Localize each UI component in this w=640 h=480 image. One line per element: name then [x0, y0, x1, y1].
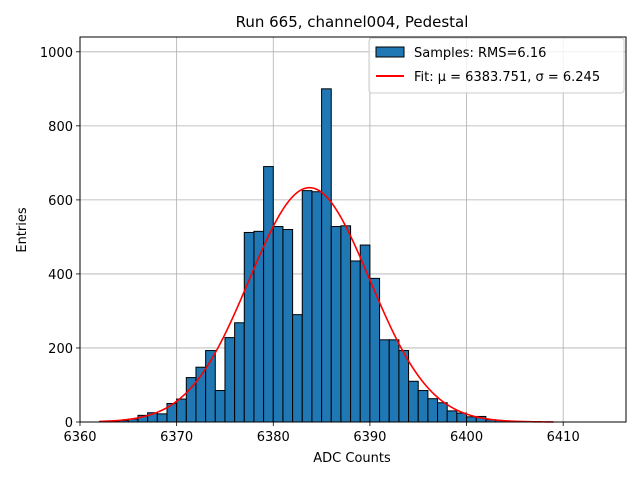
- y-tick-label: 400: [48, 268, 73, 283]
- legend-fit-label: Fit: μ = 6383.751, σ = 6.245: [414, 70, 600, 85]
- histogram-bar: [292, 314, 303, 423]
- legend-histogram-swatch: [375, 46, 405, 58]
- x-tick-label: 6380: [257, 430, 290, 445]
- histogram-bar: [427, 398, 439, 423]
- plot-frame: [79, 36, 627, 423]
- histogram-bar: [398, 350, 410, 423]
- y-tick-label: 0: [65, 416, 73, 431]
- fit-curve-layer: [99, 186, 554, 423]
- x-axis-label: ADC Counts: [313, 451, 391, 466]
- legend: Samples: RMS=6.16 Fit: μ = 6383.751, σ =…: [368, 37, 625, 94]
- histogram-bar: [243, 231, 255, 423]
- chart-title: Run 665, channel004, Pedestal: [236, 13, 469, 31]
- histogram-bar: [311, 191, 323, 423]
- histogram-bar: [156, 413, 168, 423]
- histogram-bar: [340, 225, 352, 423]
- histogram-bar: [350, 260, 361, 423]
- histogram-bar: [214, 390, 226, 423]
- histogram-bar: [437, 402, 448, 423]
- x-tick-label: 6410: [547, 430, 580, 445]
- histogram-bar: [456, 412, 468, 423]
- y-tick-label: 200: [48, 342, 73, 357]
- x-axis: 6360 6370 6380 6390 6400 6410: [63, 422, 580, 445]
- histogram-bars: [98, 88, 526, 423]
- histogram-bar: [224, 337, 236, 423]
- histogram-bar: [253, 230, 265, 423]
- legend-histogram-label: Samples: RMS=6.16: [414, 46, 546, 61]
- histogram-bar: [388, 339, 400, 423]
- y-tick-label: 800: [48, 120, 73, 135]
- histogram-bar: [379, 339, 390, 423]
- histogram-bar: [408, 380, 419, 423]
- y-axis: 0 200 400 600 800 1000: [40, 46, 80, 431]
- histogram-bar: [359, 244, 371, 423]
- histogram-bar: [417, 390, 429, 423]
- histogram-bar: [282, 229, 294, 423]
- y-axis-label: Entries: [15, 207, 30, 253]
- histogram-bar: [263, 166, 274, 423]
- y-tick-label: 1000: [40, 46, 73, 61]
- histogram-bar: [446, 410, 458, 423]
- x-tick-label: 6370: [160, 430, 193, 445]
- histogram-bar: [321, 88, 332, 423]
- x-tick-label: 6400: [450, 430, 483, 445]
- histogram-bar: [176, 398, 187, 423]
- y-tick-label: 600: [48, 194, 73, 209]
- histogram-bar: [234, 322, 245, 423]
- histogram-bar: [466, 416, 477, 423]
- fit-curve: [99, 186, 554, 423]
- histogram-bar: [301, 190, 313, 423]
- legend-box: [368, 37, 625, 94]
- x-tick-label: 6360: [63, 430, 96, 445]
- histogram-bar: [272, 226, 284, 423]
- histogram-bar: [330, 226, 342, 423]
- x-tick-label: 6390: [353, 430, 386, 445]
